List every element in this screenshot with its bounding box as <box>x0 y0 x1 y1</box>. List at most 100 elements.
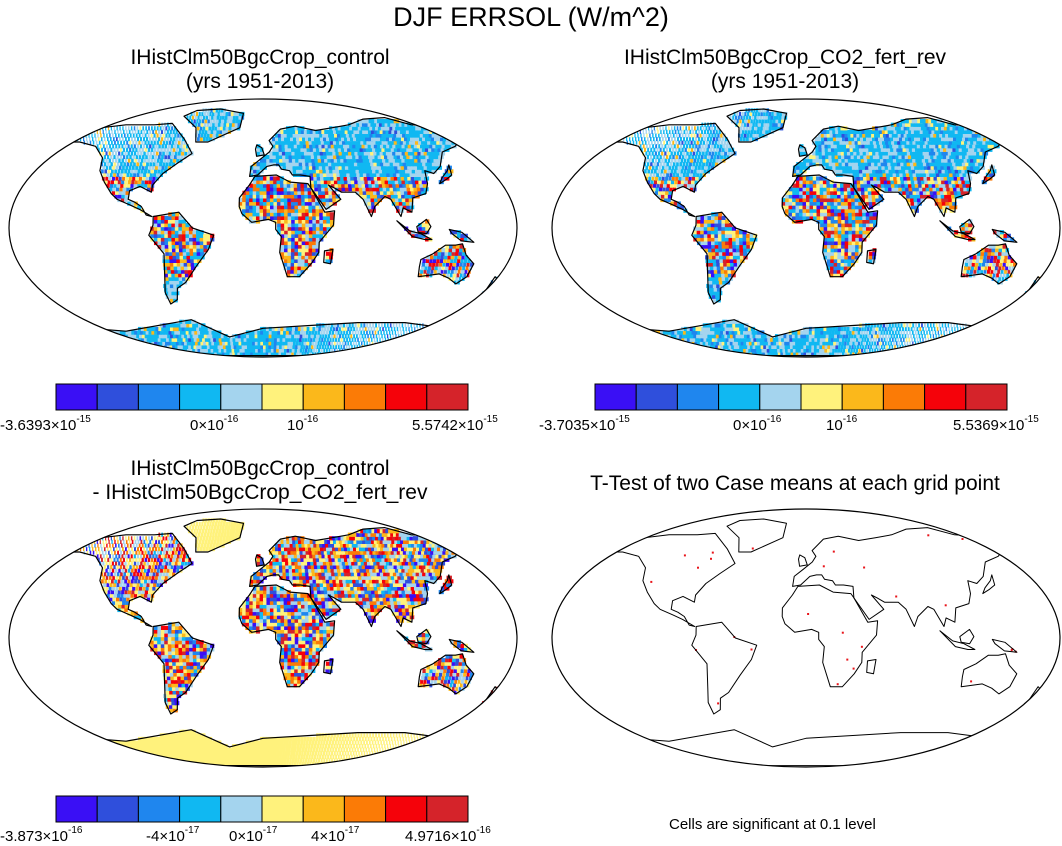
map-cell <box>420 330 422 335</box>
map-cell <box>723 262 728 267</box>
map-cell <box>152 337 158 342</box>
map-cell <box>438 265 442 271</box>
map-cell <box>688 330 694 335</box>
map-cell <box>330 158 336 163</box>
map-cell <box>157 147 160 152</box>
map-cell <box>936 326 939 332</box>
map-cell <box>249 190 254 195</box>
map-cell <box>372 158 378 163</box>
map-cell <box>159 126 162 131</box>
map-cell <box>179 337 185 342</box>
map-cell <box>315 215 320 220</box>
map-cell <box>141 147 144 152</box>
map-cell <box>287 265 291 271</box>
map-cell <box>111 158 115 163</box>
map-cell <box>874 348 876 353</box>
map-cell <box>294 194 299 199</box>
map-cell <box>1007 269 1011 274</box>
map-cell <box>352 126 357 131</box>
map-cell <box>210 119 213 124</box>
map-cell <box>291 226 296 231</box>
map-cell <box>281 140 286 145</box>
map-cell <box>277 334 281 339</box>
map-cell <box>129 154 132 160</box>
map-cell <box>890 326 893 332</box>
map-cell <box>443 334 444 339</box>
map-cell <box>249 201 254 206</box>
map-cell <box>345 140 350 145</box>
map-cell <box>332 140 338 145</box>
map-cell <box>308 233 313 238</box>
map-cell <box>390 341 392 346</box>
map-cell <box>107 126 110 131</box>
map-cell <box>712 283 718 289</box>
map-cell <box>465 265 469 271</box>
map-cell <box>181 230 187 235</box>
panel-title-line2: (yrs 1951-2013) <box>710 70 860 93</box>
map-cell <box>362 187 367 192</box>
map-cell <box>729 334 735 339</box>
map-cell <box>241 341 245 346</box>
map-cell <box>381 169 387 174</box>
map-cell <box>178 215 183 220</box>
map-cell <box>175 212 180 217</box>
map-cell <box>143 326 150 332</box>
map-cell <box>680 344 686 349</box>
map-cell <box>361 144 367 149</box>
map-cell <box>305 230 310 235</box>
map-cell <box>268 344 272 349</box>
map-cell <box>234 348 238 353</box>
map-cell <box>748 348 753 353</box>
map-cell <box>370 326 373 332</box>
map-cell <box>390 122 396 127</box>
map-cell <box>414 190 420 195</box>
map-cell <box>121 158 124 163</box>
map-cell <box>400 136 407 142</box>
map-cell <box>341 341 344 346</box>
map-cell <box>71 334 78 339</box>
map-cell <box>325 147 330 152</box>
map-cell <box>378 140 384 145</box>
map-cell <box>375 147 381 152</box>
map-cell <box>94 133 96 138</box>
map-cell <box>171 140 175 145</box>
map-cell <box>659 341 665 346</box>
map-cell <box>763 344 768 349</box>
map-cell <box>151 154 155 160</box>
map-cell <box>397 126 404 131</box>
map-cell <box>724 273 729 278</box>
map-cell <box>928 344 930 349</box>
map-cell <box>357 348 359 353</box>
map-cell <box>174 273 180 278</box>
map-cell <box>814 326 819 332</box>
map-cell <box>826 265 831 271</box>
map-cell <box>246 334 250 339</box>
map-cell <box>786 341 791 346</box>
map-cell <box>434 337 436 342</box>
map-cell <box>437 326 439 332</box>
map-cell <box>708 323 714 328</box>
map-cell <box>871 341 874 346</box>
map-cell <box>353 122 359 127</box>
map-cell <box>183 262 189 267</box>
map-cell <box>371 179 376 185</box>
map-cell <box>118 151 121 156</box>
map-cell <box>297 251 302 256</box>
map-cell <box>152 129 155 134</box>
map-cell <box>156 133 159 138</box>
map-cell <box>287 258 292 263</box>
map-cell <box>826 262 831 267</box>
map-cell <box>724 341 730 346</box>
map-cell <box>105 126 107 131</box>
map-cell <box>463 136 471 142</box>
map-cell <box>297 147 302 152</box>
map-cell <box>447 144 454 149</box>
map-cell <box>107 136 109 142</box>
map-cell <box>843 344 846 349</box>
map-cell <box>672 348 679 353</box>
map-cell <box>325 133 330 138</box>
map-cell <box>289 165 294 170</box>
map-cell <box>117 179 121 185</box>
map-cell <box>713 334 718 339</box>
map-cell <box>285 337 289 342</box>
